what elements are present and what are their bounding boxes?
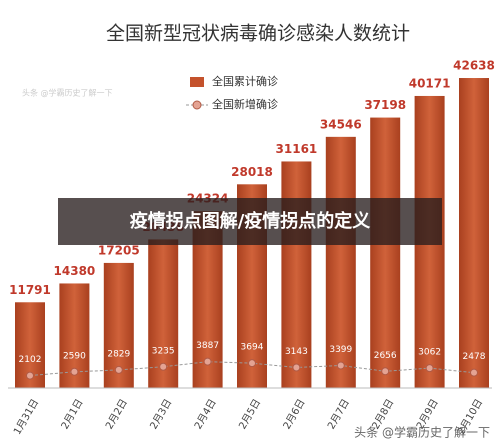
line-value-label: 2829: [107, 349, 130, 359]
bar-value-label: 37198: [364, 98, 406, 112]
legend-label: 全国累计确诊: [212, 74, 278, 88]
line-marker: [114, 365, 123, 374]
line-value-label: 3062: [418, 348, 441, 358]
watermark: 头条 @学霸历史了解一下: [22, 88, 113, 98]
legend: 全国累计确诊 全国新增确诊: [186, 74, 278, 111]
line-value-label: 2656: [374, 351, 397, 361]
bar-value-label: 34546: [320, 117, 362, 131]
bar: [325, 136, 356, 388]
bar-value-label: 31161: [276, 142, 318, 156]
legend-label: 全国新增确诊: [212, 97, 278, 111]
banner-text: 疫情拐点图解/疫情拐点的定义: [130, 210, 371, 232]
bar-value-label: 14380: [54, 264, 96, 278]
bar-value-label: 28018: [231, 165, 273, 179]
line-marker: [203, 357, 212, 366]
bar-value-label: 11791: [9, 283, 51, 297]
line-marker: [292, 363, 301, 372]
bar: [459, 78, 489, 389]
legend-marker: [192, 100, 202, 110]
line-value-label: 3694: [241, 343, 264, 353]
line-marker: [381, 367, 390, 376]
line-marker: [159, 362, 168, 371]
line-marker: [26, 371, 34, 380]
chart-title: 全国新型冠状病毒确诊感染人数统计: [106, 23, 410, 45]
line-marker: [70, 367, 79, 376]
line-value-label: 2102: [19, 355, 42, 365]
bar-value-label: 40171: [409, 76, 451, 90]
line-value-label: 2590: [63, 351, 86, 361]
line-value-label: 3887: [196, 341, 219, 351]
bar-value-label: 42638: [453, 59, 495, 73]
line-marker: [425, 364, 434, 373]
line-value-label: 2478: [463, 352, 486, 362]
watermark: 头条 @学霸历史了解一下: [354, 425, 490, 440]
banner: [58, 198, 442, 245]
bar-value-label: 17205: [98, 243, 140, 257]
line-marker: [336, 361, 345, 370]
line-value-label: 3143: [285, 347, 308, 357]
line-value-label: 3399: [329, 345, 352, 355]
bar: [370, 117, 401, 388]
legend-swatch: [190, 77, 204, 87]
line-marker: [470, 368, 478, 377]
line-marker: [248, 359, 256, 368]
line-value-label: 3235: [152, 346, 175, 356]
